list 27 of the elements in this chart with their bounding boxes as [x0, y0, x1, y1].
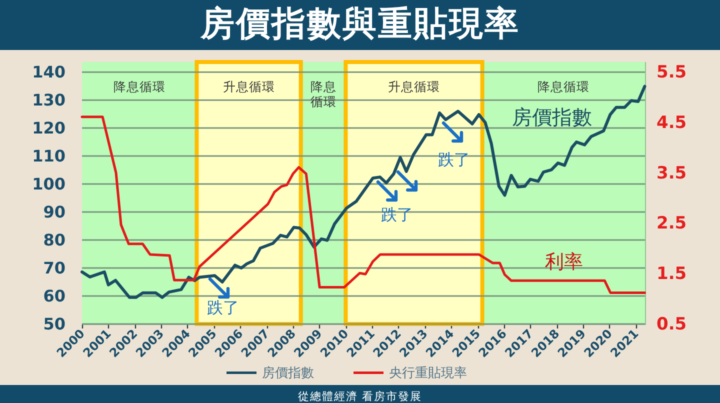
annotation: 跌了	[207, 298, 239, 317]
y2-tick-label: 3.5	[656, 163, 687, 184]
y-tick-label: 120	[32, 118, 66, 138]
y2-tick-label: 0.5	[656, 314, 687, 334]
legend-label: 房價指數	[262, 364, 314, 381]
band-label: 升息循環	[388, 79, 440, 94]
annotation: 利率	[545, 251, 583, 273]
legend-label: 央行重貼現率	[389, 364, 467, 381]
band-label: 降息循環	[538, 79, 590, 94]
y-tick-label: 100	[32, 174, 66, 194]
annotation: 房價指數	[512, 105, 592, 129]
band-label: 降息循環	[113, 79, 166, 94]
y2-tick-label: 5.5	[656, 62, 687, 83]
y-tick-label: 60	[43, 286, 66, 306]
y-tick-label: 130	[32, 90, 66, 110]
y-tick-label: 110	[32, 146, 66, 166]
y-tick-label: 50	[43, 314, 66, 334]
y-tick-label: 140	[32, 62, 66, 82]
band-label: 升息循環	[222, 79, 275, 94]
y-tick-label: 90	[43, 202, 66, 222]
y2-tick-label: 2.5	[656, 214, 687, 234]
y2-tick-label: 1.5	[656, 264, 687, 284]
band-label: 降息循環	[310, 79, 336, 109]
y-tick-label: 80	[43, 230, 66, 250]
text: 從總體經濟 看房市發展	[298, 389, 422, 403]
y2-tick-label: 4.5	[656, 112, 687, 133]
y-tick-label: 70	[43, 258, 66, 278]
